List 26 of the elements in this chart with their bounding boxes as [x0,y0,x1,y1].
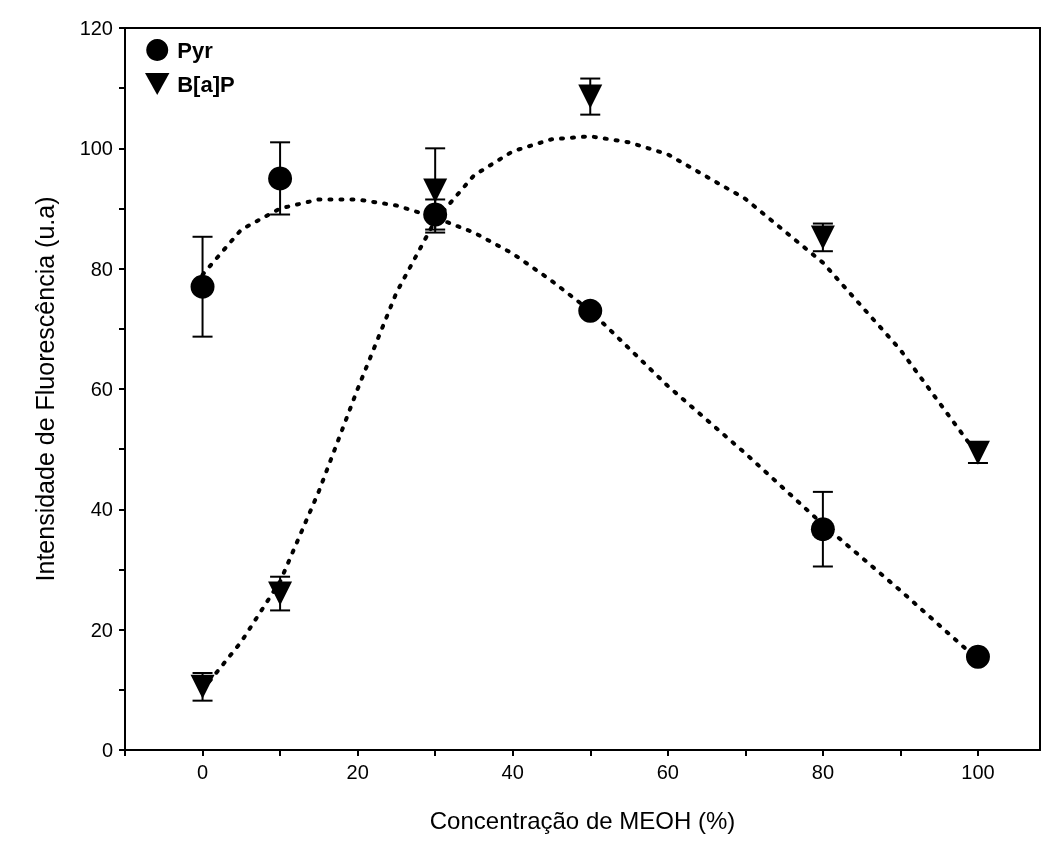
point [965,644,990,669]
x-tick-label: 20 [346,761,369,783]
point [268,581,293,606]
point [810,517,835,542]
y-tick-label: 80 [90,257,113,280]
y-tick-label: 20 [90,618,113,641]
y-tick-label: 60 [90,378,113,400]
point [423,178,448,203]
point [578,84,603,109]
y-axis-title: Intensidade de Fluorescência (u.a) [30,196,59,582]
point [965,440,990,465]
legend-label: Pyr [177,37,214,63]
point [268,166,293,191]
y-tick-label: 0 [101,739,113,761]
x-tick-label: 0 [196,761,209,783]
x-axis-title: Concentração de MEOH (%) [429,806,736,834]
point [190,274,215,299]
y-tick-label: 120 [79,17,113,39]
y-tick-label: 100 [79,137,113,160]
legend-label: B[a]P [177,71,235,97]
y-tick-label: 40 [90,498,113,521]
x-tick-label: 100 [961,761,995,783]
x-tick-label: 60 [656,761,679,783]
x-tick-label: 40 [501,761,524,783]
x-tick-label: 80 [811,761,835,783]
point [578,298,603,323]
